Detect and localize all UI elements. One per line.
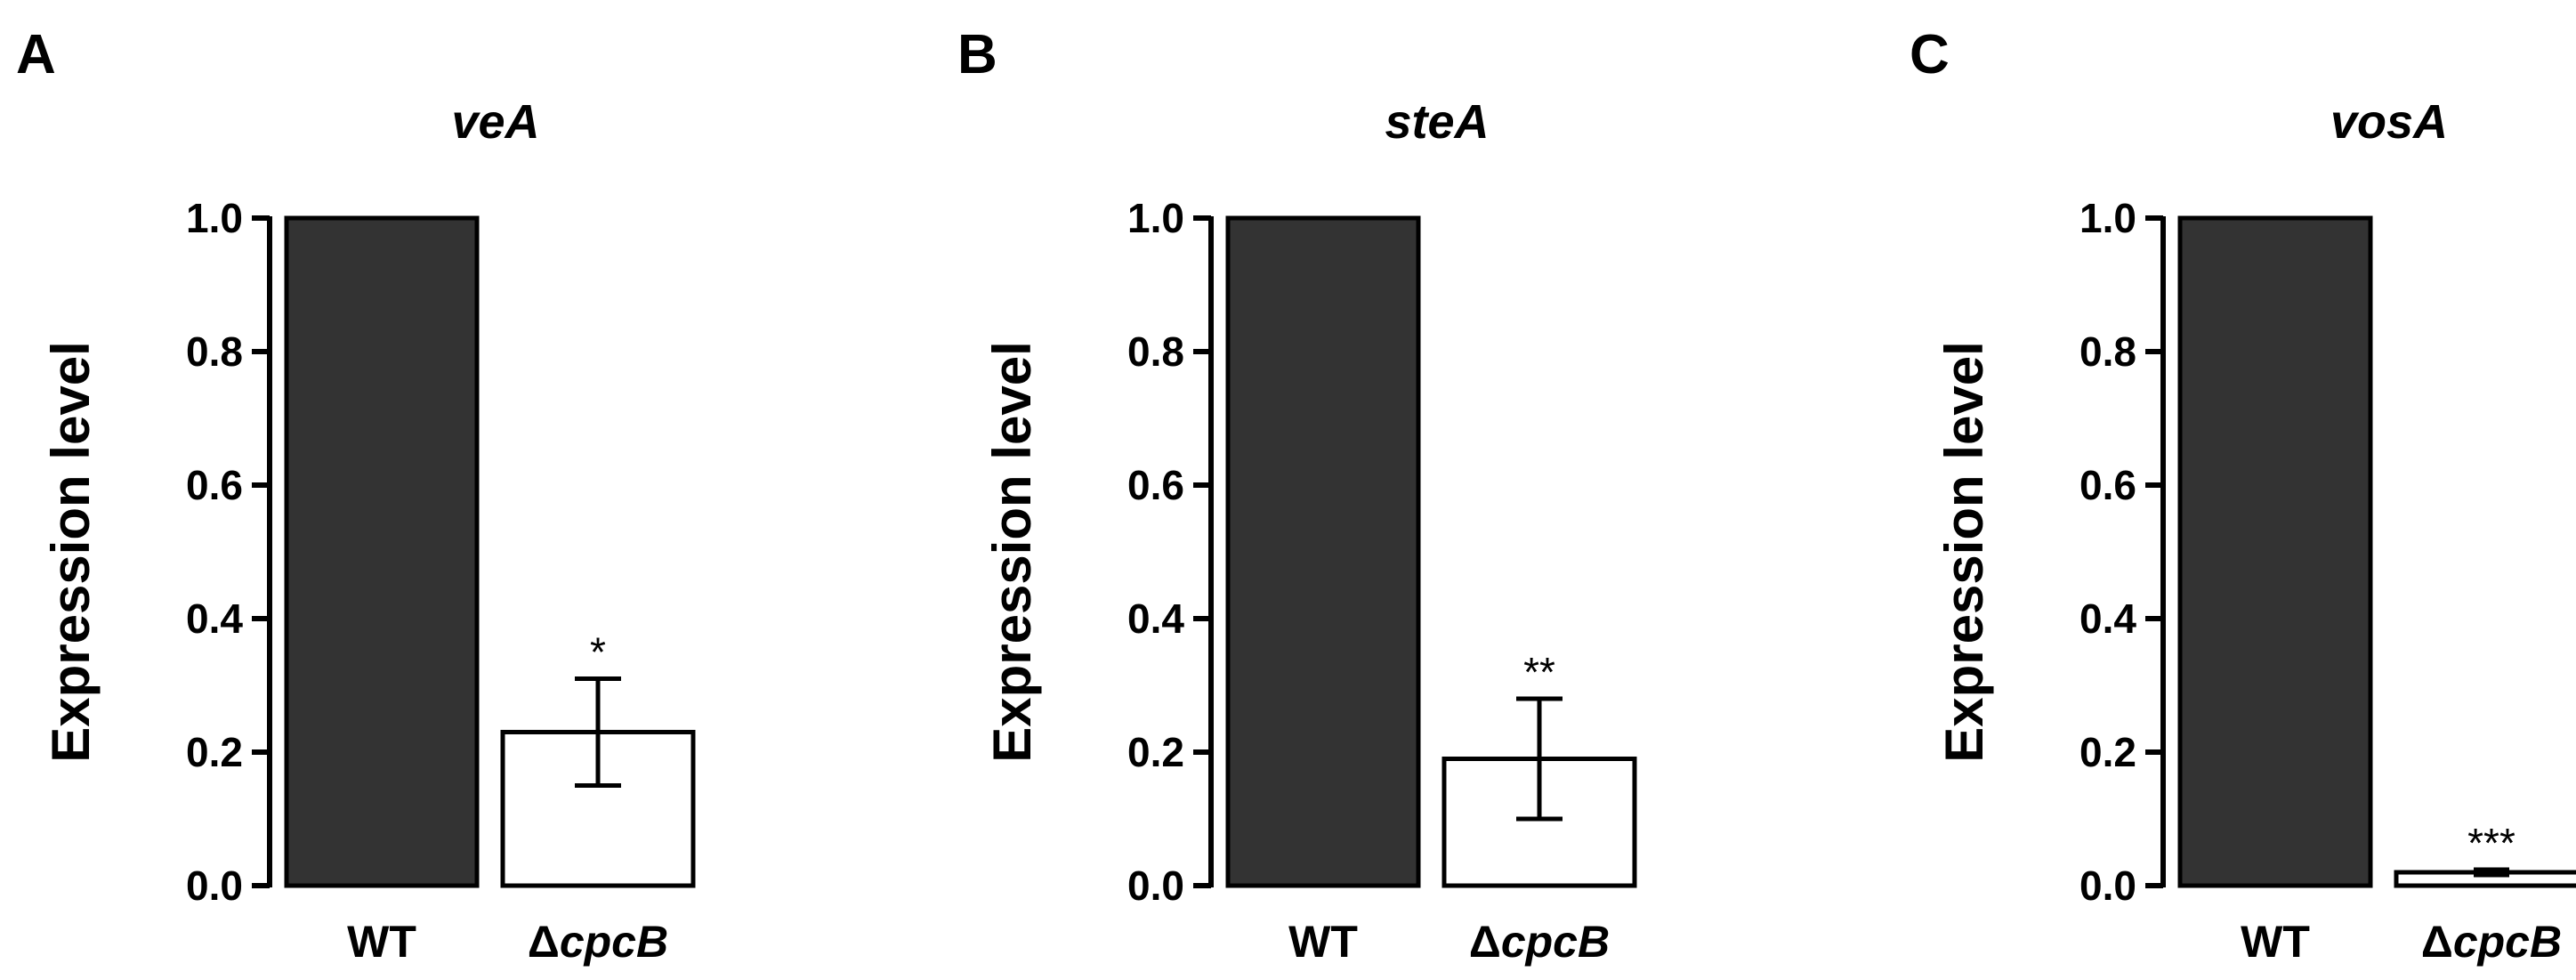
chart-title: steA	[1385, 95, 1489, 149]
bar-wt	[284, 215, 480, 888]
y-axis-label: Expression level	[41, 341, 101, 763]
y-tick-label: 0.2	[1127, 729, 1184, 775]
x-tick-label: WT	[1288, 917, 1358, 967]
x-tick-label: ΔcpcB	[528, 917, 668, 967]
y-tick-label: 0.0	[186, 863, 243, 909]
y-tick-label: 1.0	[186, 195, 243, 241]
y-axis-label: Expression level	[1934, 341, 1994, 763]
significance-marker: ***	[2467, 820, 2515, 866]
y-tick-label: 0.4	[186, 595, 243, 642]
y-tick-label: 1.0	[2079, 195, 2136, 241]
significance-marker: *	[590, 629, 606, 676]
y-tick-label: 0.4	[2079, 595, 2136, 642]
x-tick-label: WT	[2241, 917, 2310, 967]
y-tick-label: 0.6	[2079, 462, 2136, 508]
y-axis-label: Expression level	[982, 341, 1042, 763]
x-tick-label-prefix: Δ	[528, 917, 560, 967]
x-tick-label-name: cpcB	[560, 917, 668, 967]
panel-label: A	[16, 24, 56, 85]
x-tick-label-prefix: Δ	[2421, 917, 2453, 967]
x-tick-label-name: cpcB	[2453, 917, 2562, 967]
y-tick-label: 0.0	[1127, 863, 1184, 909]
y-tick-label: 0.0	[2079, 863, 2136, 909]
y-tick-label: 0.6	[1127, 462, 1184, 508]
bar-wt	[2177, 215, 2373, 888]
y-tick-label: 0.6	[186, 462, 243, 508]
chart-title: veA	[451, 95, 539, 149]
y-tick-label: 0.2	[2079, 729, 2136, 775]
x-tick-label-name: cpcB	[1501, 917, 1610, 967]
x-tick-label: ΔcpcB	[2421, 917, 2562, 967]
y-tick-label: 0.8	[1127, 328, 1184, 375]
y-tick-label: 1.0	[1127, 195, 1184, 241]
x-tick-label: WT	[347, 917, 416, 967]
y-tick-label: 0.8	[186, 328, 243, 375]
x-tick-label-prefix: Δ	[1469, 917, 1501, 967]
y-tick-label: 0.2	[186, 729, 243, 775]
chart-title: vosA	[2330, 95, 2448, 149]
panel-label: C	[1910, 24, 1950, 85]
significance-marker: **	[1523, 649, 1555, 695]
y-tick-label: 0.4	[1127, 595, 1184, 642]
bar-wt	[1225, 215, 1421, 888]
x-tick-label: ΔcpcB	[1469, 917, 1610, 967]
panel-label: B	[957, 24, 997, 85]
y-tick-label: 0.8	[2079, 328, 2136, 375]
